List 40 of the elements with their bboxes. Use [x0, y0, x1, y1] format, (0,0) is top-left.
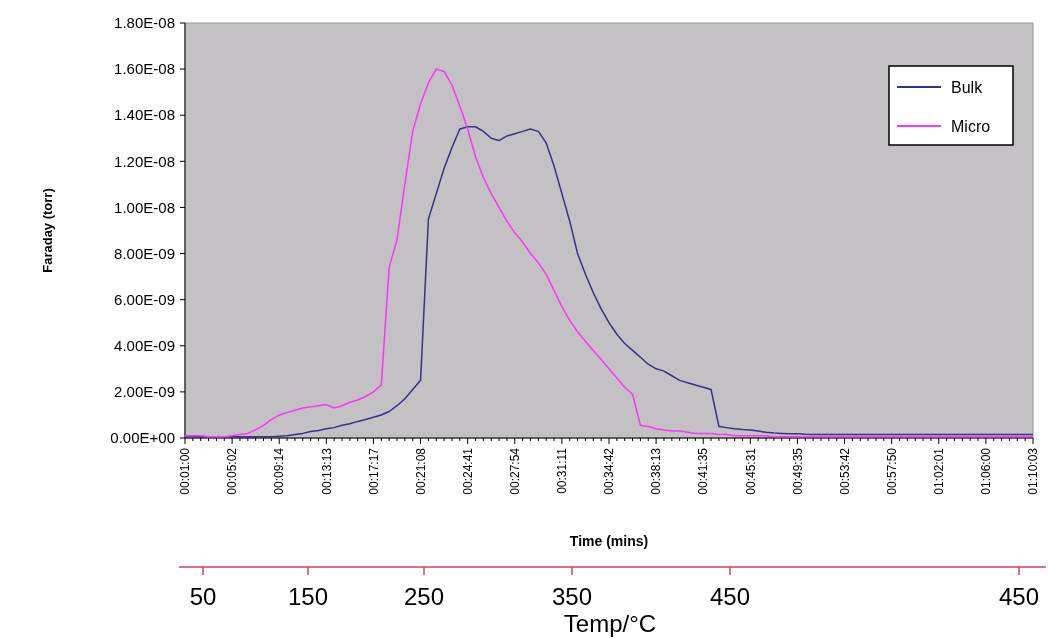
text: Temp/°C [563, 610, 657, 637]
x-tick-label: 01:10:03 [1026, 447, 1041, 495]
y-tick-label: 1.40E-08 [114, 106, 175, 124]
x-tick-label: 00:27:54 [507, 447, 522, 495]
x-tick-label: 00:41:35 [696, 447, 711, 495]
x-tick-label: 00:38:13 [649, 447, 664, 495]
x-tick-label: 00:24:41 [460, 447, 475, 495]
x-tick-label: 00:45:31 [743, 447, 758, 495]
x-tick-label: 00:13:13 [319, 447, 334, 495]
x-tick-label: 00:34:42 [602, 447, 617, 495]
x-tick-label: 00:53:42 [837, 447, 852, 495]
x-tick-label: 00:49:35 [790, 447, 805, 495]
x-tick-label: 00:05:02 [225, 447, 240, 495]
x-tick-label: 00:57:50 [884, 447, 899, 495]
y-tick-label: 1.60E-08 [114, 60, 175, 78]
y-tick-label: 6.00E-09 [114, 290, 175, 308]
y-axis-title: Faraday (torr) [40, 188, 55, 273]
text: 150 [287, 583, 329, 610]
text: 350 [551, 583, 593, 610]
x-tick-label: 00:17:17 [366, 447, 381, 495]
y-tick-label: 8.00E-09 [114, 244, 175, 262]
x-tick-label: 00:31:11 [555, 447, 570, 494]
x-tick-label: 00:21:08 [413, 447, 428, 495]
text: 450 [709, 583, 751, 610]
x-tick-label: 01:02:01 [931, 447, 946, 495]
text: 50 [189, 583, 217, 610]
x-tick-label: 00:09:14 [272, 447, 287, 495]
x-tick-label: 01:06:00 [979, 447, 994, 495]
x-tick-label: 00:01:00 [178, 447, 193, 495]
legend-label: Bulk [951, 78, 984, 96]
y-tick-label: 4.00E-09 [114, 337, 175, 355]
y-tick-label: 2.00E-09 [114, 383, 175, 401]
text: 450 [998, 583, 1040, 610]
y-tick-label: 1.20E-08 [114, 152, 175, 170]
y-tick-label: 0.00E+00 [110, 429, 175, 447]
x-axis-title: Time (mins) [569, 533, 649, 549]
text: 250 [403, 583, 445, 610]
legend-label: Micro [951, 117, 991, 135]
y-tick-label: 1.80E-08 [114, 14, 175, 32]
y-tick-label: 1.00E-08 [114, 198, 175, 216]
